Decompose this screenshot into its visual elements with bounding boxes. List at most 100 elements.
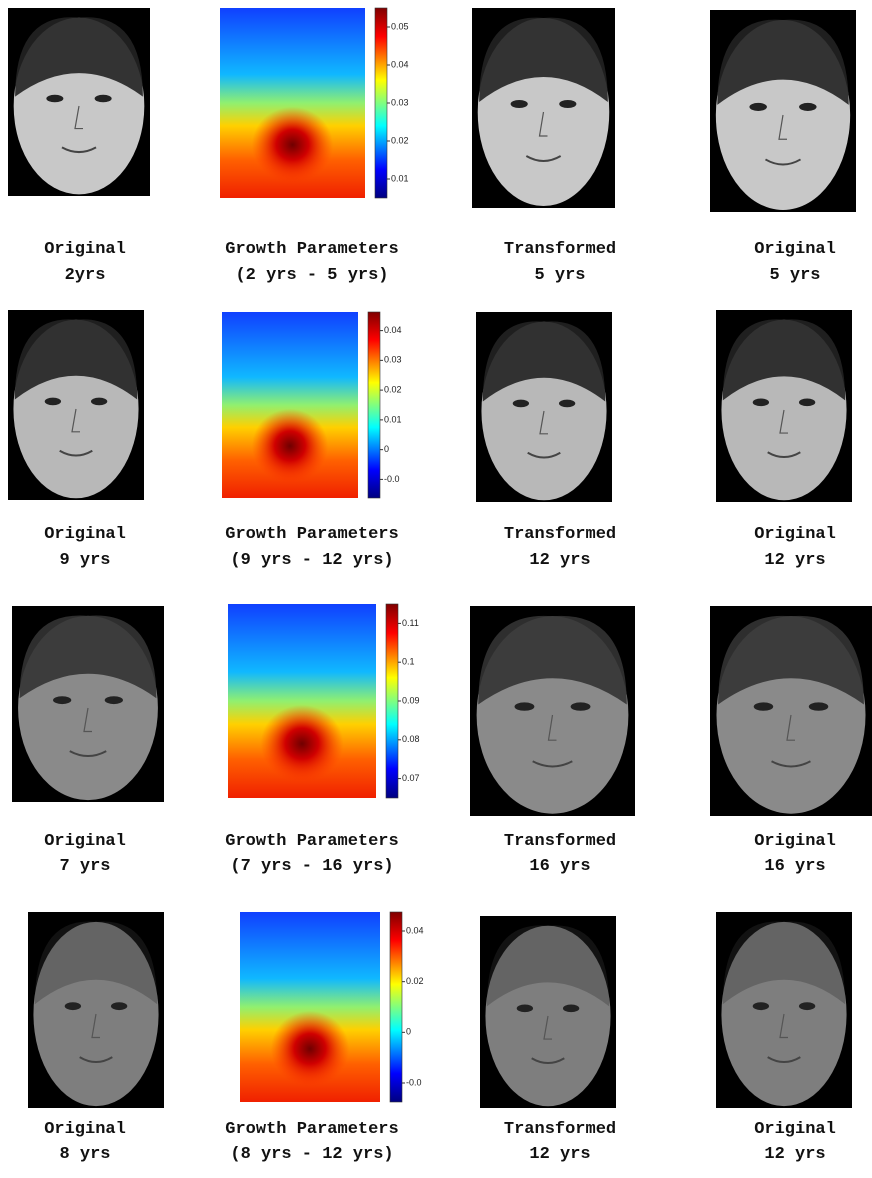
- colorbar-tick-label: 0.09: [402, 695, 420, 705]
- caption-line: 7 yrs: [59, 857, 110, 876]
- figure-cell: Transformed 12 yrs: [476, 312, 616, 570]
- figure-cell: Original 12 yrs: [716, 310, 852, 570]
- eye: [753, 1002, 769, 1010]
- eye: [754, 702, 773, 710]
- caption-line: Growth Parameters: [225, 1120, 398, 1139]
- colorbar-tick-label: 0.04: [384, 325, 402, 335]
- heatmap-peak: [252, 409, 328, 483]
- caption-line: (7 yrs - 16 yrs): [230, 857, 393, 876]
- caption-line: Transformed: [504, 525, 616, 544]
- eye: [799, 398, 815, 406]
- caption-line: (8 yrs - 12 yrs): [230, 1145, 393, 1164]
- caption-line: Original: [754, 240, 836, 259]
- figure-cell: Original 7 yrs: [12, 606, 164, 876]
- heatmap-peak: [252, 107, 333, 183]
- caption-line: Transformed: [504, 1120, 616, 1139]
- caption-line: Original: [754, 1120, 836, 1139]
- caption-line: 2yrs: [65, 266, 106, 285]
- figure-cell: Transformed 5 yrs: [472, 8, 616, 285]
- caption-line: 5 yrs: [534, 266, 585, 285]
- caption-line: 12 yrs: [764, 1145, 825, 1164]
- colorbar-tick-label: -0.0: [406, 1077, 422, 1087]
- caption-line: Original: [754, 832, 836, 851]
- caption-line: Growth Parameters: [225, 240, 398, 259]
- figure-cell: Original 2yrs: [8, 8, 150, 285]
- figure-cell: 0.04 0.03 0.02 0.01 0 -0.0 Growth Parameters (9…: [222, 312, 402, 570]
- figure-cell: Transformed 12 yrs: [480, 916, 616, 1164]
- figure-cell: Original 9 yrs: [8, 310, 144, 570]
- colorbar-tick-label: 0.04: [406, 925, 424, 935]
- colorbar-tick-label: -0.0: [384, 474, 400, 484]
- colorbar-tick-label: 0.03: [384, 355, 402, 365]
- colorbar-tick-label: 0: [384, 444, 389, 454]
- colorbar: [368, 312, 380, 498]
- eye: [749, 103, 767, 111]
- eye: [111, 1002, 127, 1010]
- eye: [515, 702, 535, 710]
- eye: [65, 1002, 81, 1010]
- caption-line: 12 yrs: [529, 551, 590, 570]
- caption-line: Original: [44, 1120, 126, 1139]
- colorbar-tick-label: 0.04: [391, 59, 409, 69]
- caption-line: 8 yrs: [59, 1145, 110, 1164]
- caption-line: Growth Parameters: [225, 525, 398, 544]
- figure-cell: 0.04 0.02 0 -0.0 Growth Parameters (8 yrs - 1…: [225, 912, 423, 1164]
- eye: [105, 696, 123, 704]
- caption-line: Transformed: [504, 832, 616, 851]
- colorbar-tick-label: 0.08: [402, 734, 420, 744]
- eye: [799, 103, 817, 111]
- caption-line: Original: [44, 240, 126, 259]
- figure-cell: Transformed 16 yrs: [470, 606, 635, 876]
- eye: [753, 398, 769, 406]
- eye: [559, 400, 575, 408]
- eye: [95, 95, 112, 103]
- colorbar: [375, 8, 387, 198]
- eye: [46, 95, 63, 103]
- eye: [513, 400, 529, 408]
- colorbar-tick-label: 0.05: [391, 21, 409, 31]
- caption-line: (9 yrs - 12 yrs): [230, 551, 393, 570]
- figure-cell: Original 16 yrs: [710, 606, 872, 876]
- caption-line: 5 yrs: [769, 266, 820, 285]
- colorbar-tick-label: 0.01: [391, 173, 409, 183]
- eye: [563, 1004, 579, 1012]
- heatmap-peak: [261, 705, 344, 783]
- eye: [45, 398, 61, 406]
- colorbar-tick-label: 0: [406, 1027, 411, 1037]
- eye: [571, 702, 591, 710]
- eye: [517, 1004, 533, 1012]
- eye: [53, 696, 71, 704]
- caption-line: Transformed: [504, 240, 616, 259]
- caption-line: 9 yrs: [59, 551, 110, 570]
- figure-cell: Original 8 yrs: [28, 912, 164, 1164]
- figure-cell: Original 12 yrs: [716, 912, 852, 1164]
- caption-line: 16 yrs: [529, 857, 590, 876]
- colorbar-tick-label: 0.02: [384, 384, 402, 394]
- eye: [809, 702, 828, 710]
- figure-cell: Original 5 yrs: [710, 10, 856, 285]
- colorbar: [386, 604, 398, 798]
- eye: [799, 1002, 815, 1010]
- colorbar-tick-label: 0.07: [402, 773, 420, 783]
- eye: [559, 100, 576, 108]
- colorbar-tick-label: 0.01: [384, 414, 402, 424]
- page: {"rows": [ {"cells": [ {"caption": ["Ori…: [0, 0, 872, 1178]
- colorbar: [390, 912, 402, 1102]
- caption-line: 16 yrs: [764, 857, 825, 876]
- caption-line: Growth Parameters: [225, 832, 398, 851]
- figure: Original 2yrs 0.05 0.04 0.03 0.02 0.01 Growth P…: [0, 0, 872, 1178]
- colorbar-tick-label: 0.02: [406, 976, 424, 986]
- heatmap-peak: [271, 1011, 349, 1087]
- caption-line: Original: [44, 832, 126, 851]
- colorbar-tick-label: 0.11: [402, 618, 419, 628]
- colorbar-tick-label: 0.03: [391, 97, 409, 107]
- caption-line: 12 yrs: [529, 1145, 590, 1164]
- eye: [511, 100, 528, 108]
- caption-line: Original: [44, 525, 126, 544]
- caption-line: 12 yrs: [764, 551, 825, 570]
- eye: [91, 398, 107, 406]
- caption-line: (2 yrs - 5 yrs): [235, 266, 388, 285]
- caption-line: Original: [754, 525, 836, 544]
